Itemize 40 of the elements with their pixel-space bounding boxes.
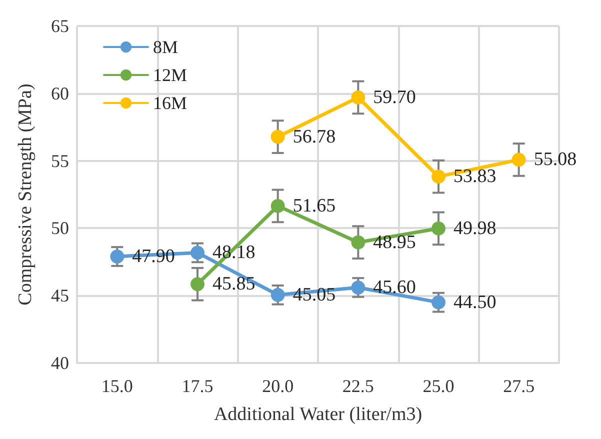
point (512, 152, 526, 167)
x-tick-label: 17.5 (182, 376, 214, 396)
point (432, 221, 446, 236)
legend-label: 8M (153, 37, 178, 57)
y-tick-label: 55 (51, 150, 69, 171)
data-label: 56.78 (292, 126, 336, 148)
y-axis-title: Compressive Strength (MPa) (15, 84, 36, 306)
data-label: 53.83 (454, 166, 496, 188)
data-label: 48.95 (373, 232, 416, 253)
point (270, 288, 285, 302)
point (432, 170, 446, 184)
point (270, 198, 285, 213)
data-label: 51.65 (292, 195, 336, 216)
y-tick-label: 65 (51, 16, 69, 36)
y-tick-label: 50 (51, 218, 69, 238)
data-label: 45.60 (373, 277, 416, 298)
x-tick-label: 20.0 (262, 376, 294, 396)
data-label: 59.70 (373, 86, 416, 108)
legend-label: 12M (153, 65, 188, 85)
y-tick-label: 40 (51, 353, 69, 373)
y-tick-label: 60 (51, 83, 69, 104)
point (351, 235, 366, 250)
x-tick-label: 15.0 (101, 376, 133, 396)
data-label: 44.50 (454, 292, 496, 313)
data-label: 49.98 (454, 218, 496, 239)
x-tick-label: 27.5 (503, 376, 535, 396)
point (190, 246, 204, 260)
legend-label: 16M (153, 93, 188, 113)
point (351, 280, 366, 295)
y-tick-label: 45 (51, 286, 69, 306)
data-label: 55.08 (534, 149, 577, 170)
point (351, 90, 366, 104)
point (110, 250, 124, 264)
data-label: 45.85 (212, 274, 256, 295)
point (190, 277, 204, 292)
x-axis-title: Additional Water (liter/m3) (214, 404, 422, 425)
point (270, 130, 285, 144)
x-tick-label: 22.5 (342, 376, 374, 396)
x-tick-label: 25.0 (422, 376, 454, 396)
point (432, 295, 446, 310)
